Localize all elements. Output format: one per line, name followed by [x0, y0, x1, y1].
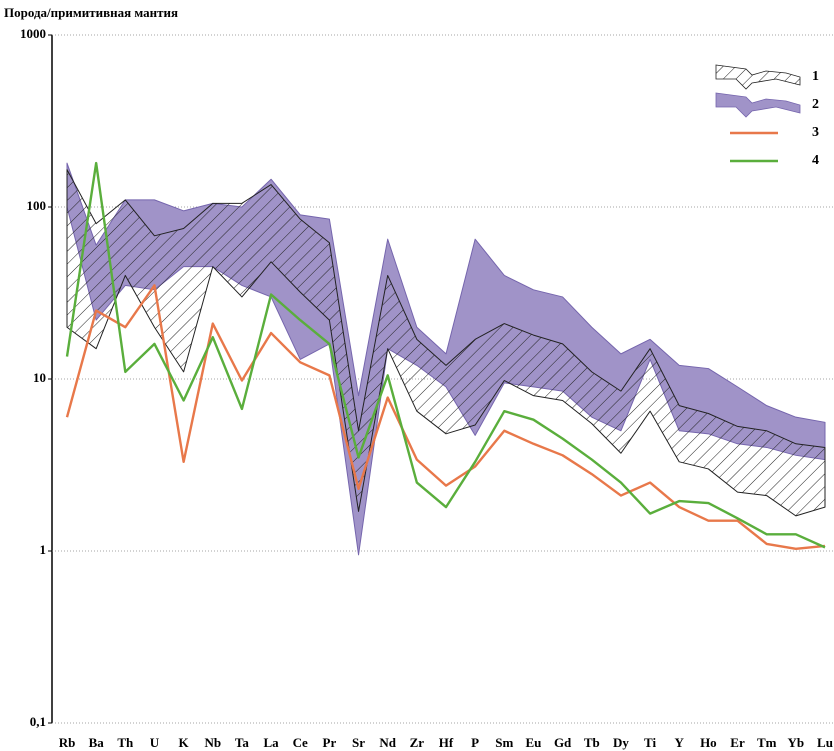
y-tick-label: 0,1: [30, 714, 46, 729]
y-tick-label: 1: [40, 542, 47, 557]
x-tick-label: Zr: [410, 735, 425, 750]
x-tick-label: Hf: [439, 735, 454, 750]
x-tick-label: Ba: [89, 735, 105, 750]
hatched-band: [66, 169, 826, 517]
legend-label: 2: [812, 97, 819, 112]
x-tick-label: Yb: [788, 735, 805, 750]
chart-title: Порода/примитивная мантия: [4, 5, 178, 20]
legend-swatch: [715, 64, 801, 90]
y-tick-label: 100: [27, 198, 47, 213]
x-tick-label: Y: [675, 735, 685, 750]
x-tick-label: K: [179, 735, 190, 750]
x-tick-label: U: [150, 735, 160, 750]
x-tick-label: Ce: [293, 735, 308, 750]
x-tick-label: Th: [117, 735, 134, 750]
y-tick-label: 10: [33, 370, 46, 385]
x-tick-label: Er: [730, 735, 745, 750]
legend-label: 3: [812, 125, 819, 140]
x-tick-label: Nb: [204, 735, 221, 750]
x-tick-label: Dy: [613, 735, 629, 750]
x-tick-label: Eu: [526, 735, 542, 750]
x-tick-label: Ta: [235, 735, 249, 750]
x-tick-label: P: [471, 735, 479, 750]
legend-label: 1: [812, 69, 819, 84]
x-tick-label: Lu: [817, 735, 833, 750]
x-tick-label: Tm: [757, 735, 777, 750]
x-tick-label: Sm: [495, 735, 513, 750]
y-tick-label: 1000: [20, 26, 46, 41]
legend-swatch: [715, 92, 801, 118]
x-tick-label: Ho: [700, 735, 717, 750]
legend-label: 4: [812, 153, 819, 168]
x-tick-label: La: [263, 735, 279, 750]
x-tick-label: Sr: [352, 735, 365, 750]
x-tick-label: Rb: [59, 735, 76, 750]
line: [65, 161, 826, 549]
x-tick-label: Nd: [379, 735, 396, 750]
x-tick-label: Ti: [644, 735, 656, 750]
x-tick-label: Pr: [323, 735, 337, 750]
x-tick-label: Tb: [584, 735, 600, 750]
x-tick-label: Gd: [554, 735, 572, 750]
line: [65, 284, 826, 550]
